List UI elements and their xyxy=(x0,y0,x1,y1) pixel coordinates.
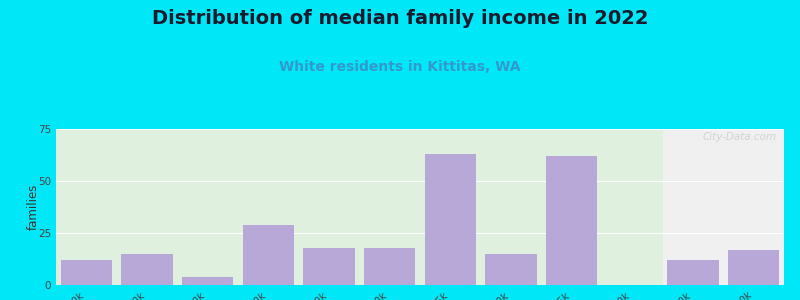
Text: Distribution of median family income in 2022: Distribution of median family income in … xyxy=(152,9,648,28)
Bar xyxy=(242,225,294,285)
Bar xyxy=(122,254,173,285)
Bar xyxy=(728,250,779,285)
Bar xyxy=(56,129,662,285)
Bar xyxy=(61,260,112,285)
Bar xyxy=(425,154,476,285)
Bar xyxy=(486,254,537,285)
Bar xyxy=(662,129,784,285)
Bar xyxy=(546,156,598,285)
Bar xyxy=(182,277,234,285)
Text: White residents in Kittitas, WA: White residents in Kittitas, WA xyxy=(279,60,521,74)
Bar xyxy=(667,260,718,285)
Bar xyxy=(364,248,415,285)
Bar xyxy=(303,248,354,285)
Y-axis label: families: families xyxy=(27,184,40,230)
Text: City-Data.com: City-Data.com xyxy=(702,132,777,142)
